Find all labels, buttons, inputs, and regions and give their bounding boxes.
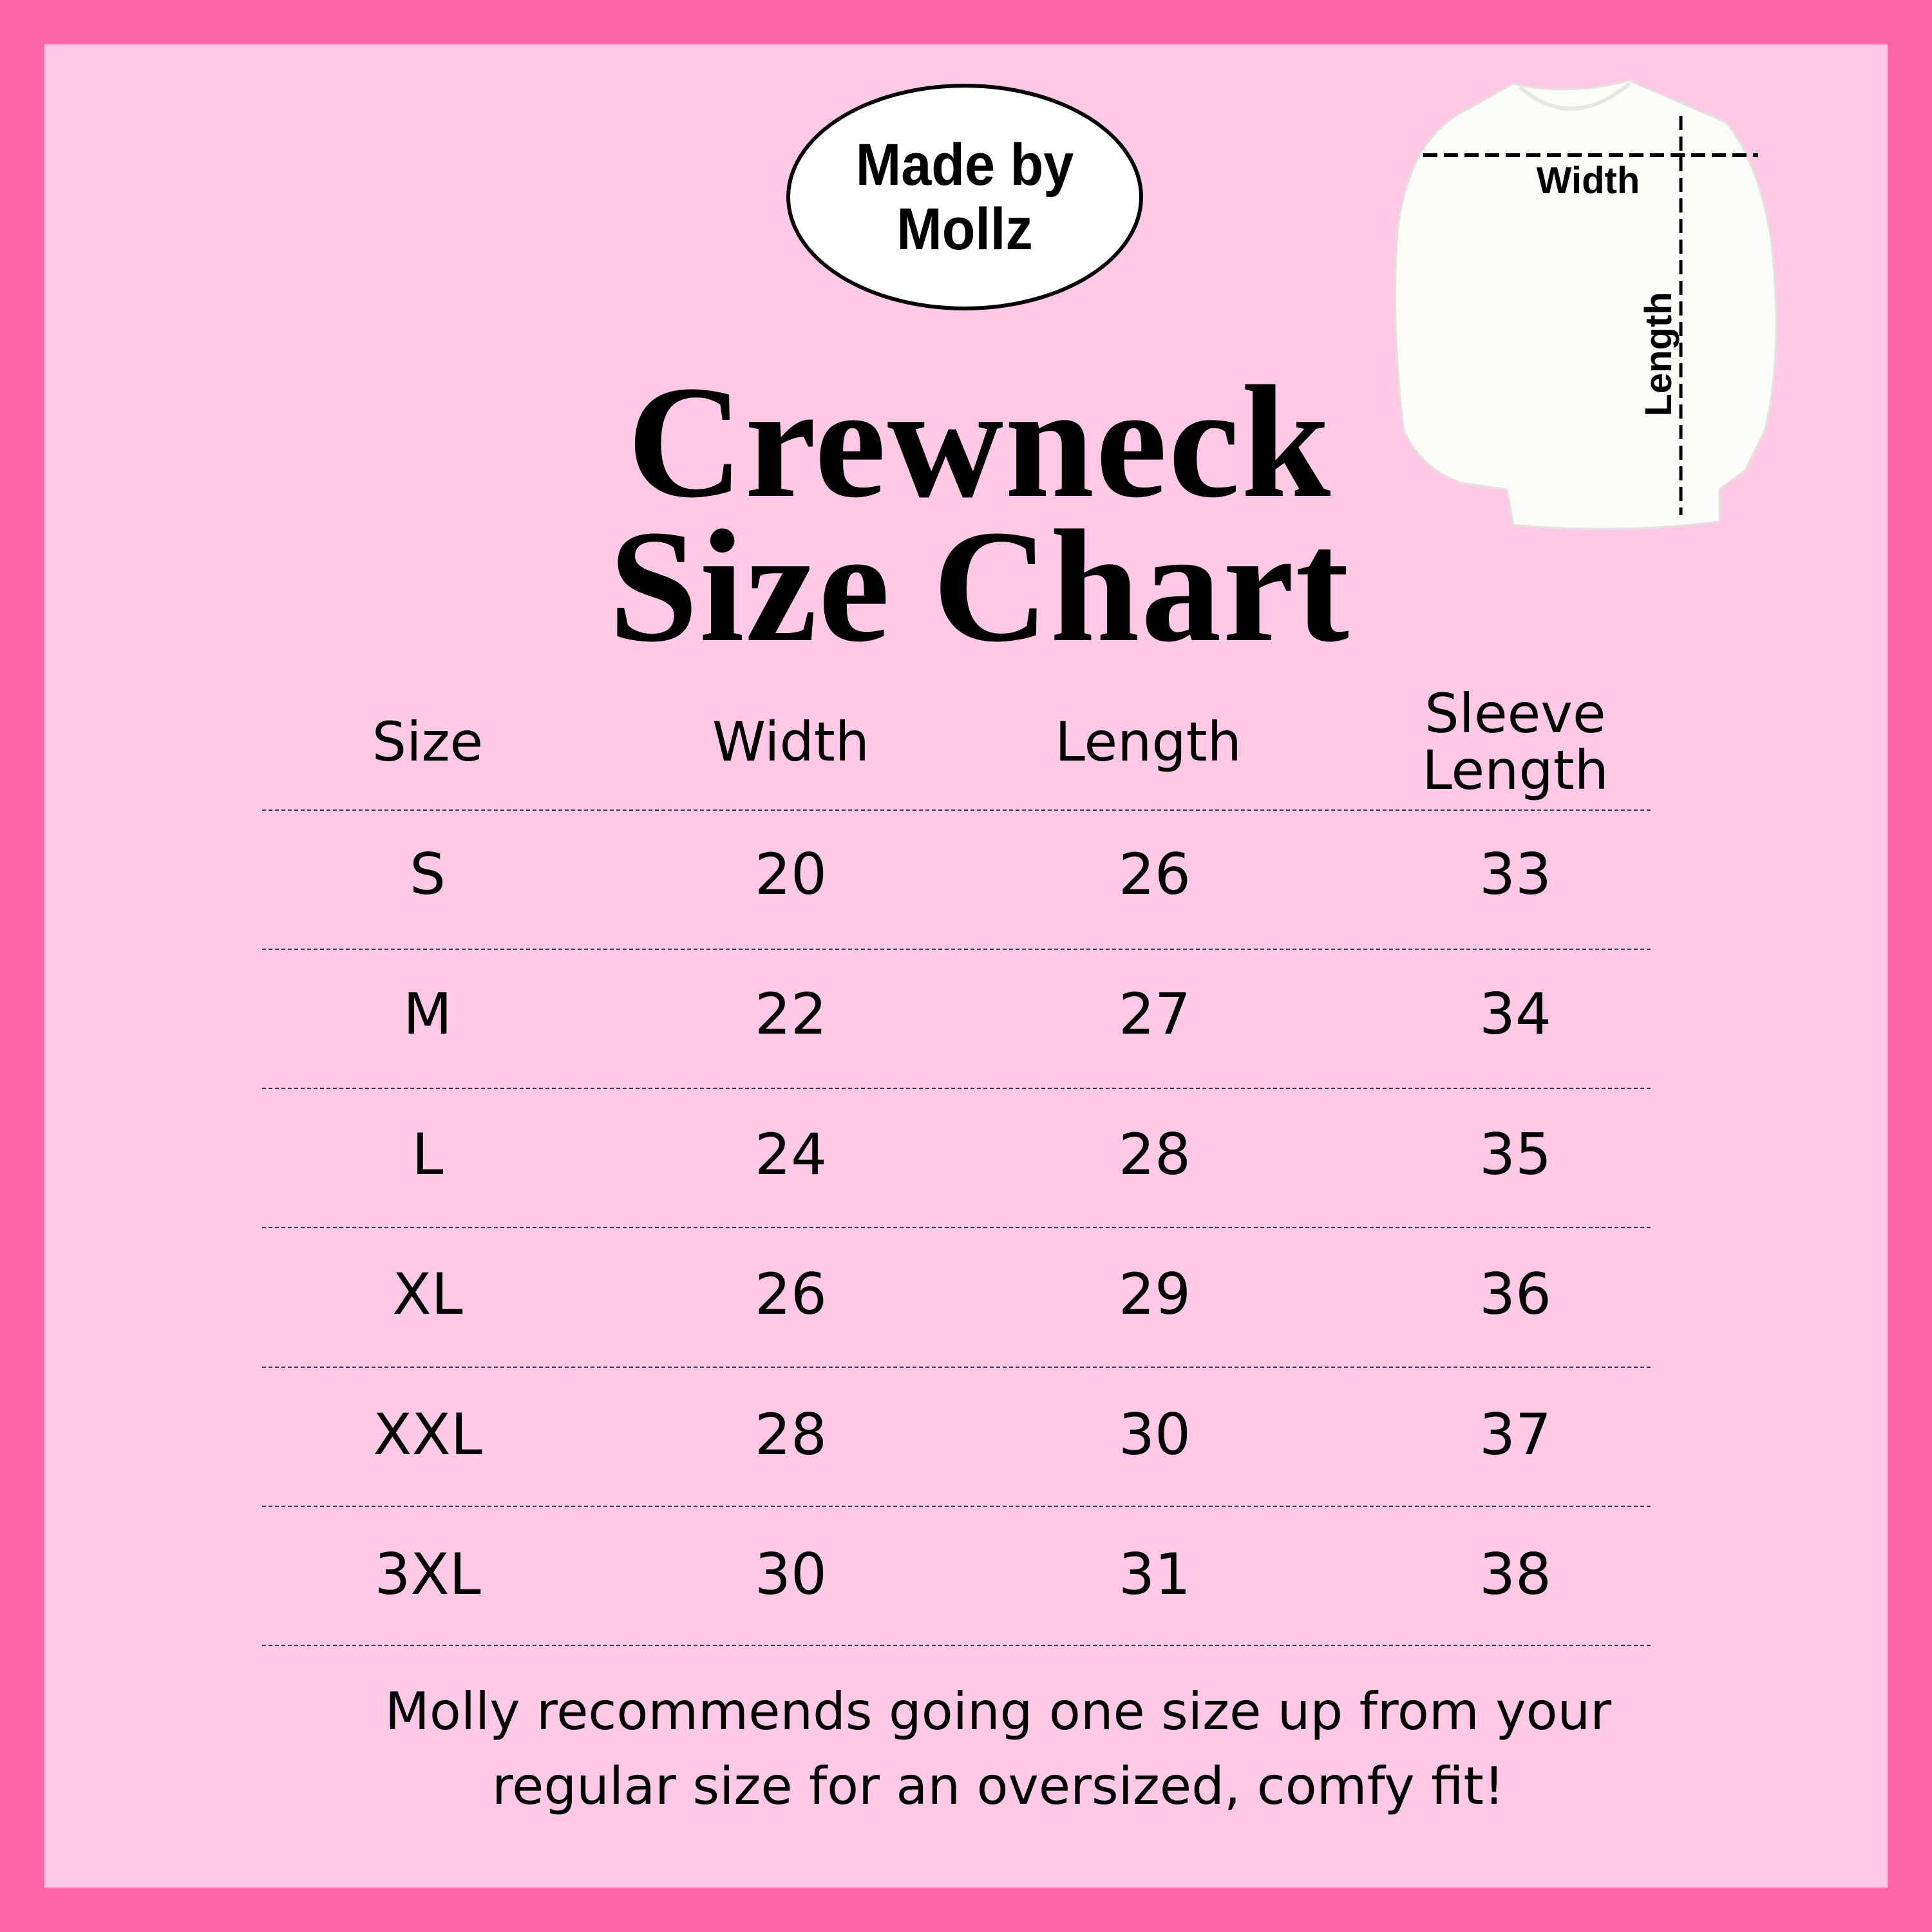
cell-width: 30 <box>755 1541 827 1607</box>
cell-size: XL <box>392 1261 463 1328</box>
cell-sleeve-length: 34 <box>1479 981 1551 1048</box>
row-divider <box>262 1505 1651 1507</box>
cell-sleeve-length: 37 <box>1479 1401 1551 1468</box>
width-label: Width <box>1537 160 1640 202</box>
cell-width: 28 <box>755 1401 827 1468</box>
cell-sleeve-length: 36 <box>1479 1261 1551 1328</box>
cell-width: 24 <box>755 1121 827 1188</box>
cell-width: 22 <box>755 981 827 1048</box>
cell-sleeve-length: 33 <box>1479 841 1551 907</box>
header-sleeve-length: Sleeve Length <box>1422 682 1609 802</box>
logo-line-2: Mollz <box>896 196 1033 262</box>
brand-logo: Made by Mollz <box>786 84 1143 310</box>
note-line-2: regular size for an oversized, comfy fit… <box>492 1756 1504 1816</box>
cell-sleeve-length: 35 <box>1479 1121 1551 1188</box>
cell-length: 26 <box>1119 841 1191 907</box>
cell-size: M <box>403 981 452 1048</box>
cell-width: 26 <box>755 1261 827 1328</box>
cell-sleeve-length: 38 <box>1479 1541 1551 1607</box>
sweatshirt-image <box>1394 79 1777 530</box>
cell-length: 27 <box>1119 981 1191 1048</box>
row-divider <box>262 1366 1651 1368</box>
row-divider <box>262 1645 1651 1646</box>
header-width: Width <box>712 710 870 773</box>
row-divider <box>262 949 1651 950</box>
cell-length: 29 <box>1119 1261 1191 1328</box>
cell-size: 3XL <box>374 1541 481 1607</box>
fit-recommendation: Molly recommends going one size up from … <box>0 1674 1932 1824</box>
row-divider <box>262 1227 1651 1229</box>
logo-line-1: Made by <box>855 132 1074 198</box>
cell-size: L <box>412 1121 444 1188</box>
cell-length: 31 <box>1119 1541 1191 1607</box>
header-length: Length <box>1055 710 1242 773</box>
length-label: Length <box>1638 292 1680 416</box>
note-line-1: Molly recommends going one size up from … <box>384 1681 1612 1741</box>
title-line-2: Size Chart <box>609 497 1350 676</box>
header-size: Size <box>372 710 484 773</box>
header-divider <box>262 810 1651 811</box>
title-line-1: Crewneck <box>627 353 1332 531</box>
cell-size: S <box>410 841 446 907</box>
cell-length: 28 <box>1119 1121 1191 1188</box>
cell-length: 30 <box>1119 1401 1191 1468</box>
sweatshirt-diagram: Width Length <box>1394 79 1777 530</box>
cell-width: 20 <box>755 841 827 907</box>
row-divider <box>262 1088 1651 1090</box>
cell-size: XXL <box>373 1401 482 1468</box>
